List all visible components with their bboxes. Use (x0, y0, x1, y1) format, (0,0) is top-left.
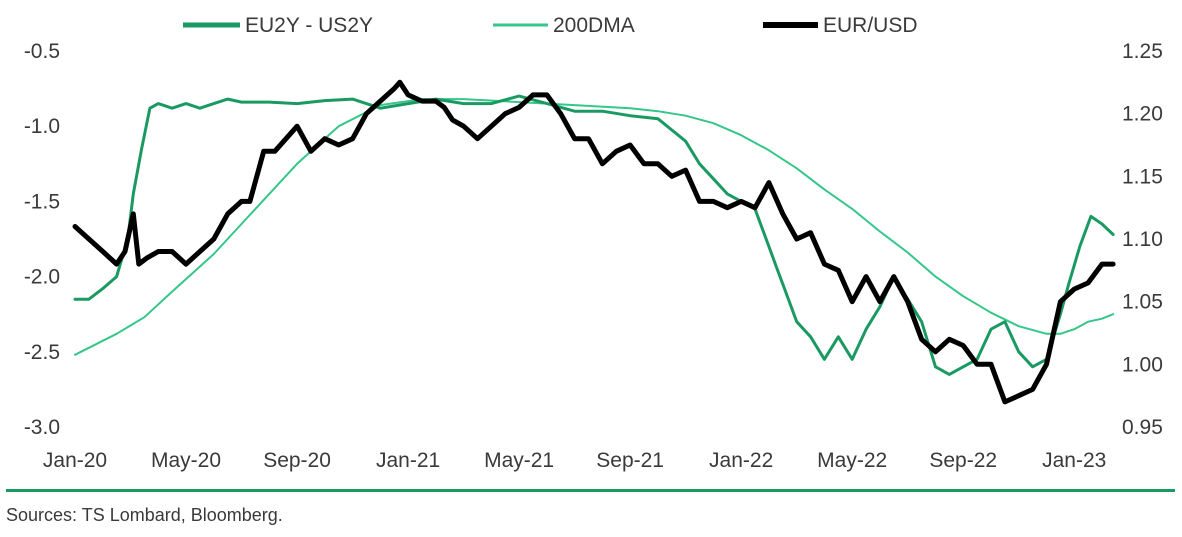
y-right-tick-label: 0.95 (1122, 416, 1163, 439)
plot-area (72, 79, 1116, 405)
y-axis-right: 1.25 1.20 1.15 1.10 1.05 1.00 0.95 (1122, 40, 1163, 439)
y-left-tick-label: -1.5 (24, 190, 60, 213)
y-left-tick-label: -1.0 (24, 115, 60, 138)
y-left-tick-label: -2.0 (24, 266, 60, 289)
x-tick-label: Jan-23 (1042, 449, 1106, 472)
legend: EU2Y - US2Y 200DMA EUR/USD (183, 14, 918, 37)
y-right-tick-label: 1.25 (1122, 40, 1163, 63)
chart-canvas: EU2Y - US2Y 200DMA EUR/USD -0.5-1.0-1.5-… (24, 14, 1163, 472)
x-axis: Jan-20 May-20 Sep-20 Jan-21 May-21 Sep-21 Jan-… (43, 449, 1106, 472)
x-tick-label: Jan-22 (709, 449, 773, 472)
y-left-tick-label: -3.0 (24, 416, 60, 439)
x-tick-label: Sep-21 (596, 449, 664, 472)
legend-label-eurusd: EUR/USD (823, 14, 918, 37)
x-tick-label: May-21 (484, 449, 554, 472)
x-tick-label: Jan-21 (376, 449, 440, 472)
x-tick-label: Sep-22 (929, 449, 997, 472)
source-note: Sources: TS Lombard, Bloomberg. (6, 505, 283, 525)
y-left-tick-label: -0.5 (24, 40, 60, 63)
x-tick-label: Sep-20 (263, 449, 331, 472)
y-right-tick-label: 1.15 (1122, 165, 1163, 188)
legend-label-spread: EU2Y - US2Y (245, 14, 373, 37)
x-tick-label: May-20 (151, 449, 221, 472)
y-left-tick-label: -2.5 (24, 341, 60, 364)
y-axis-left: -0.5 -1.0 -1.5 -2.0 -2.5 -3.0 (24, 40, 60, 439)
series-line-spread (73, 94, 1115, 376)
y-right-tick-label: 1.00 (1122, 353, 1163, 376)
legend-label-200dma: 200DMA (553, 14, 635, 37)
y-right-tick-label: 1.10 (1122, 228, 1163, 251)
series-line-200dma (74, 98, 1115, 356)
y-right-tick-label: 1.20 (1122, 103, 1163, 126)
accent-rule (6, 489, 1175, 492)
series-line-eurusd (72, 79, 1116, 405)
x-tick-label: Jan-20 (43, 449, 107, 472)
y-right-tick-label: 1.05 (1122, 291, 1163, 314)
x-tick-label: May-22 (817, 449, 887, 472)
